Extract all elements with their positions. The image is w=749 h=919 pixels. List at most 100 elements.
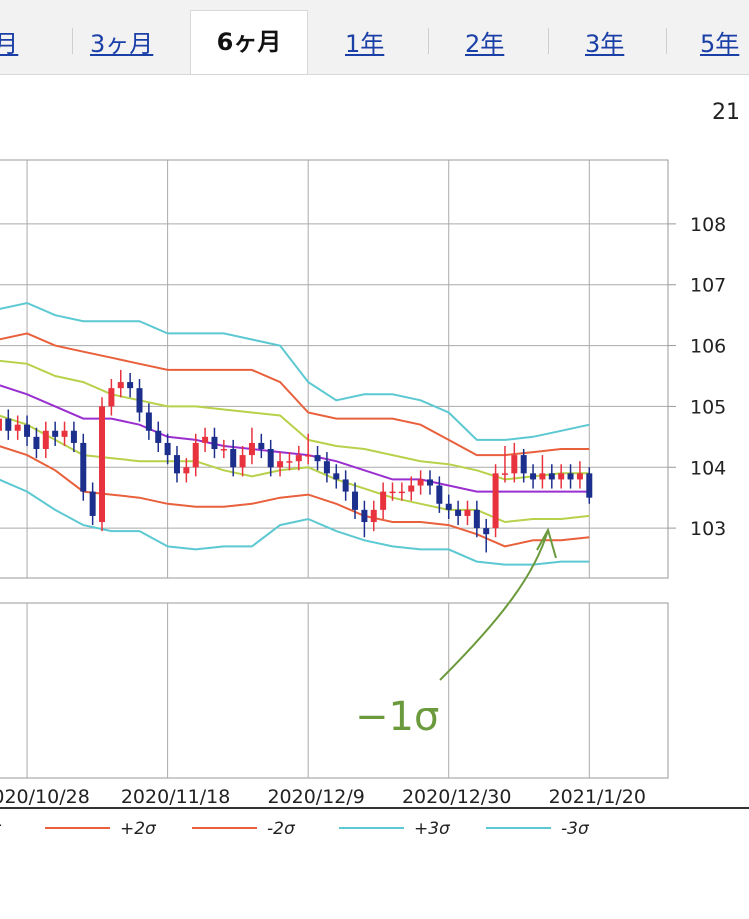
candle-body	[370, 509, 377, 523]
period-tab[interactable]: 1年	[345, 30, 385, 58]
candle-body	[323, 461, 330, 474]
band-line	[0, 359, 590, 481]
candle-body	[417, 479, 424, 486]
candle-body	[24, 424, 31, 437]
candle-body	[202, 436, 209, 443]
y-tick-label: 107	[690, 275, 726, 297]
candle-body	[408, 485, 415, 492]
candle-body	[99, 406, 106, 523]
annotation: −1σ	[355, 694, 439, 740]
candle-body	[108, 388, 115, 407]
candle-body	[445, 503, 452, 510]
candle-body	[314, 455, 321, 462]
candle-body	[220, 449, 227, 451]
candle-body	[42, 430, 49, 450]
plot	[0, 160, 676, 778]
period-tab[interactable]: 3年	[585, 30, 625, 58]
candle-body	[80, 442, 87, 492]
sub-panel-frame	[0, 602, 669, 779]
x-tick-label: 2021/1/20	[549, 786, 646, 808]
candle-body	[117, 382, 124, 389]
legend-label: +3σ	[414, 819, 451, 839]
x-tick-label: 2020/10/28	[0, 786, 90, 808]
candle-body	[483, 528, 490, 535]
candle-body	[398, 491, 405, 494]
candle-body	[230, 449, 237, 468]
period-tab[interactable]: 2年	[465, 30, 505, 58]
candle-body	[352, 491, 359, 510]
candle-body	[586, 473, 593, 498]
y-tick-label: 108	[690, 214, 726, 236]
candle-body	[558, 473, 565, 480]
annotation-arrow	[439, 529, 549, 681]
candle-body	[258, 442, 265, 450]
tab-separator	[666, 28, 667, 54]
band-line	[0, 332, 590, 457]
band-line	[0, 478, 590, 566]
tab-separator	[72, 28, 73, 54]
candle-body	[361, 509, 368, 523]
candle-body	[576, 473, 583, 480]
candle-body	[342, 479, 349, 492]
band-line	[0, 414, 590, 524]
tab-bar: 1ヶ月 3ヶ月 6ヶ月 1年 2年 3年 5年	[0, 0, 749, 75]
candle-body	[473, 509, 480, 529]
x-tick-label: 2020/12/30	[402, 786, 512, 808]
plot-frame	[0, 159, 669, 579]
candle-body	[548, 473, 555, 480]
candle-body	[70, 430, 77, 443]
candle-body	[267, 449, 274, 468]
candle-body	[239, 455, 246, 468]
candle-body	[164, 442, 171, 456]
candle-body	[33, 436, 40, 450]
candle-body	[539, 473, 546, 480]
candle-body	[492, 473, 499, 529]
legend-label: -3σ	[561, 819, 590, 839]
candle-body	[380, 491, 387, 510]
candle-body	[455, 509, 462, 516]
header-note: 21	[712, 100, 740, 125]
candle-body	[136, 388, 143, 413]
band-line	[0, 301, 590, 441]
y-tick-label: 105	[690, 396, 726, 418]
candle-body	[52, 430, 59, 437]
period-tab[interactable]: 6ヶ月	[190, 10, 308, 74]
candle-body	[333, 473, 340, 480]
candle-body	[61, 430, 68, 437]
candle-body	[248, 442, 255, 456]
candle-body	[183, 467, 190, 474]
candle-body	[305, 455, 312, 457]
x-tick-label: 2020/11/18	[121, 786, 231, 808]
candle-body	[5, 418, 12, 431]
candle-body	[211, 436, 218, 450]
candle-body	[426, 479, 433, 486]
period-tab[interactable]: 3ヶ月	[90, 30, 154, 58]
candle-body	[277, 461, 284, 468]
y-tick-label: 106	[690, 336, 726, 358]
candle-body	[192, 442, 199, 468]
y-tick-label: 103	[690, 518, 726, 540]
candle-body	[501, 473, 508, 475]
period-tab[interactable]: 1ヶ月	[0, 30, 19, 58]
candle-body	[0, 418, 2, 431]
candle-body	[127, 382, 134, 389]
legend-label: +2σ	[120, 819, 157, 839]
candle-body	[295, 455, 302, 462]
tab-separator	[548, 28, 549, 54]
legend-label: -1σ	[0, 819, 2, 839]
period-tab[interactable]: 5年	[700, 30, 740, 58]
candle-body	[464, 509, 471, 516]
x-tick-label: 2020/12/9	[267, 786, 364, 808]
legend-label: -2σ	[267, 819, 296, 839]
tab-separator	[428, 28, 429, 54]
annotation-arrowhead	[536, 527, 557, 559]
band-line	[0, 445, 590, 548]
candle-body	[173, 455, 180, 474]
candle-body	[286, 461, 293, 463]
y-tick-label: 104	[690, 457, 726, 479]
candle-body	[567, 473, 574, 480]
candle-body	[155, 430, 162, 443]
candle-body	[89, 491, 96, 516]
